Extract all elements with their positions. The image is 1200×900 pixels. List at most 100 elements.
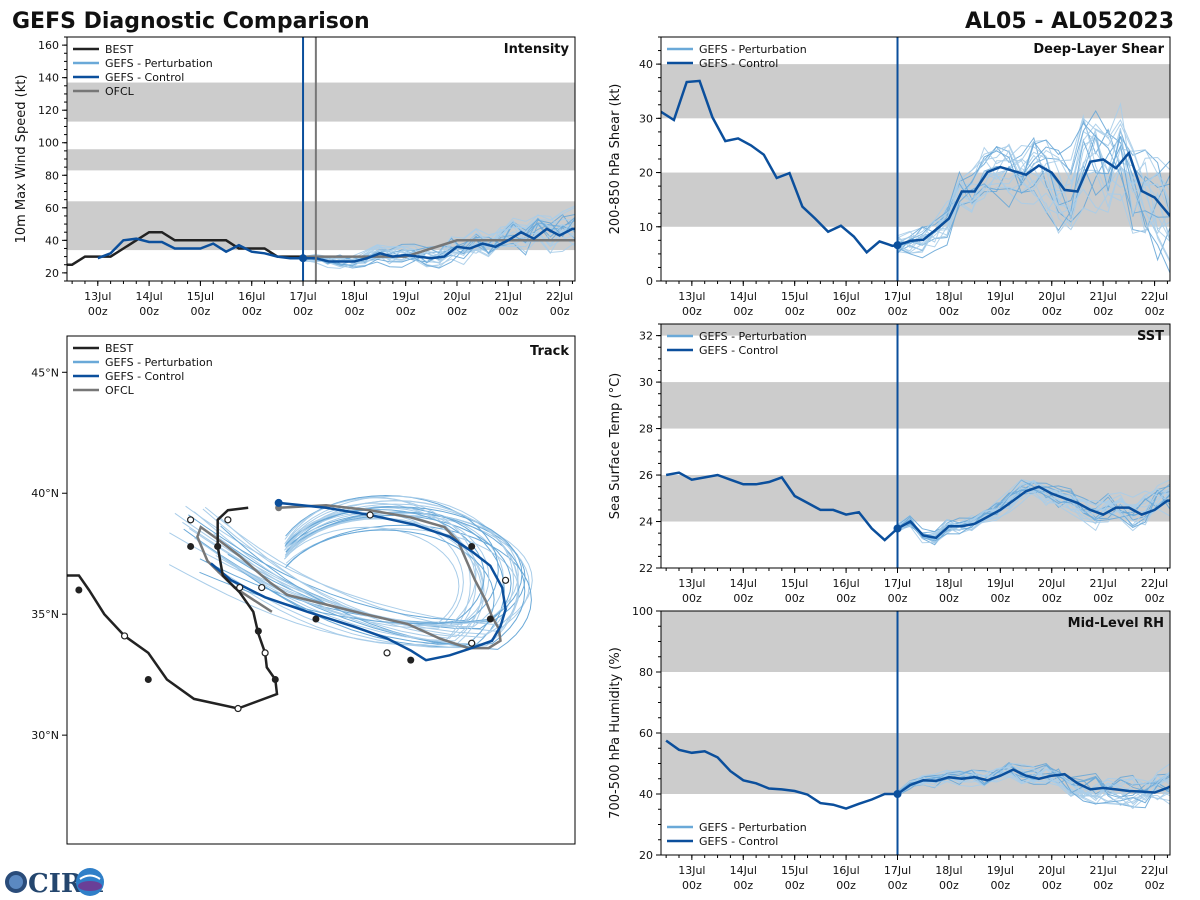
shear-perturbation-member	[897, 102, 1170, 252]
intensity-xtick-day-label: 13Jul	[84, 290, 111, 303]
cira-logo: CIRA	[5, 868, 104, 899]
shear-xtick-hour-label: 00z	[733, 305, 753, 318]
sst-xtick-day-label: 19Jul	[987, 577, 1014, 590]
rh-legend-perturbation-label: GEFS - Perturbation	[699, 821, 807, 834]
sst-xtick-day-label: 21Jul	[1090, 577, 1117, 590]
rh-panel-title: Mid-Level RH	[1068, 616, 1164, 631]
track-lat-label: 45°N	[31, 366, 59, 379]
track-perturbation-member	[220, 525, 495, 647]
sst-ytick-label: 32	[639, 330, 653, 343]
shear-plot-area	[661, 37, 1170, 281]
storm-id: AL05 - AL052023	[965, 9, 1174, 34]
intensity-legend-perturbation-label: GEFS - Perturbation	[105, 57, 213, 70]
sst-band	[661, 382, 1170, 429]
rh-ytick-label: 40	[639, 788, 653, 801]
intensity-ofcl-line	[303, 239, 575, 258]
intensity-panel: 20 40 60 80 100 120 140 160 13Jul 00z 14Jul 00z 15Ju…	[14, 36, 576, 318]
track-control-open-marker	[383, 649, 391, 657]
track-best-open-marker	[234, 704, 242, 713]
intensity-legend-ofcl-label: OFCL	[105, 85, 135, 98]
rh-perturbation-member	[897, 763, 1170, 810]
track-control-open-marker	[366, 511, 374, 519]
intensity-xtick-hour-label: 00z	[191, 305, 211, 318]
rh-perturbation-member	[897, 768, 1170, 805]
shear-ytick-label: 40	[639, 58, 653, 71]
track-best-marker	[75, 586, 83, 594]
intensity-xtick-day-label: 19Jul	[392, 290, 419, 303]
track-perturbation-member	[218, 515, 484, 638]
rh-ytick-label: 20	[639, 849, 653, 862]
intensity-legend-best-label: BEST	[105, 43, 133, 56]
sst-legend-control-label: GEFS - Control	[699, 344, 778, 357]
logo-swoosh-icon	[79, 874, 101, 880]
shear-xtick-hour-label: 00z	[939, 305, 959, 318]
intensity-xtick-hour-label: 00z	[344, 305, 364, 318]
sst-xtick-hour-label: 00z	[1042, 592, 1062, 605]
shear-xtick-day-label: 15Jul	[781, 290, 808, 303]
intensity-panel-title: Intensity	[504, 42, 570, 57]
intensity-xtick-hour-label: 00z	[550, 305, 570, 318]
track-init-marker	[274, 498, 283, 507]
track-legend-perturbation-label: GEFS - Perturbation	[105, 356, 213, 369]
track-perturbation-member	[202, 495, 515, 638]
sst-frame	[660, 323, 1171, 569]
shear-perturbation-member	[897, 137, 1170, 246]
intensity-ylabel: 10m Max Wind Speed (kt)	[14, 75, 29, 244]
rh-xtick-day-label: 13Jul	[678, 864, 705, 877]
shear-xtick-hour-label: 00z	[990, 305, 1010, 318]
intensity-xtick-hour-label: 00z	[88, 305, 108, 318]
shear-perturbation-member	[897, 138, 1170, 255]
rh-xtick-day-label: 20Jul	[1038, 864, 1065, 877]
rh-panel: 20 40 60 80 100 13Jul 00z 14Jul 00z 15Jul 00z 16Jul…	[608, 605, 1171, 892]
rh-legend-control-label: GEFS - Control	[699, 835, 778, 848]
shear-xtick-hour-label: 00z	[1145, 305, 1165, 318]
rh-perturbation-member	[897, 770, 1170, 809]
intensity-xtick-day-label: 14Jul	[135, 290, 162, 303]
track-legend-control-label: GEFS - Control	[105, 370, 184, 383]
intensity-xtick-day-label: 22Jul	[546, 290, 573, 303]
track-perturbation-member	[183, 524, 532, 650]
sst-xtick-day-label: 14Jul	[730, 577, 757, 590]
rh-xtick-day-label: 22Jul	[1141, 864, 1168, 877]
shear-xtick-day-label: 20Jul	[1038, 290, 1065, 303]
sst-band	[661, 324, 1170, 336]
shear-xtick-hour-label: 00z	[836, 305, 856, 318]
sst-plot-area	[661, 324, 1170, 568]
rh-xtick-hour-label: 00z	[785, 879, 805, 892]
sst-ytick-label: 28	[639, 423, 653, 436]
intensity-ytick-label: 40	[45, 234, 59, 247]
intensity-ytick-label: 60	[45, 202, 59, 215]
shear-perturbation-member	[897, 117, 1170, 239]
track-panel-title: Track	[530, 344, 569, 359]
track-best-line	[67, 506, 279, 710]
intensity-xtick-day-label: 21Jul	[495, 290, 522, 303]
track-legend-best-label: BEST	[105, 342, 133, 355]
track-control-open-marker	[258, 583, 266, 592]
sst-xtick-day-label: 16Jul	[832, 577, 859, 590]
rh-control-line	[665, 739, 1170, 810]
rh-xtick-day-label: 15Jul	[781, 864, 808, 877]
sst-control-line	[665, 471, 1170, 542]
figure-title: GEFS Diagnostic Comparison	[12, 9, 370, 34]
intensity-xtick-hour-label: 00z	[447, 305, 467, 318]
sst-xtick-hour-label: 00z	[682, 592, 702, 605]
intensity-xtick-day-label: 18Jul	[341, 290, 368, 303]
shear-xtick-day-label: 18Jul	[935, 290, 962, 303]
track-lat-label: 35°N	[31, 608, 59, 621]
intensity-control-line	[97, 227, 575, 263]
shear-xtick-hour-label: 00z	[785, 305, 805, 318]
track-lat-label: 40°N	[31, 487, 59, 500]
sst-panel-title: SST	[1137, 329, 1164, 344]
track-control-marker	[214, 542, 222, 550]
sst-panel: 22 24 26 28 30 32 13Jul 00z 14Jul 00z 15Jul 00z 16Ju…	[608, 323, 1171, 605]
rh-plot-area	[661, 611, 1170, 855]
shear-perturbation-member	[897, 130, 1170, 263]
sst-xtick-hour-label: 00z	[939, 592, 959, 605]
intensity-xtick-hour-label: 00z	[242, 305, 262, 318]
sst-ylabel: Sea Surface Temp (°C)	[608, 373, 623, 520]
logo-globe-inner-icon	[9, 875, 23, 889]
intensity-init-marker	[299, 254, 308, 263]
track-perturbation-member	[213, 500, 519, 645]
shear-panel: 0 10 20 30 40 13Jul 00z 14Jul 00z 15Jul 00z 16Jul 00…	[608, 36, 1171, 318]
shear-xtick-day-label: 16Jul	[832, 290, 859, 303]
